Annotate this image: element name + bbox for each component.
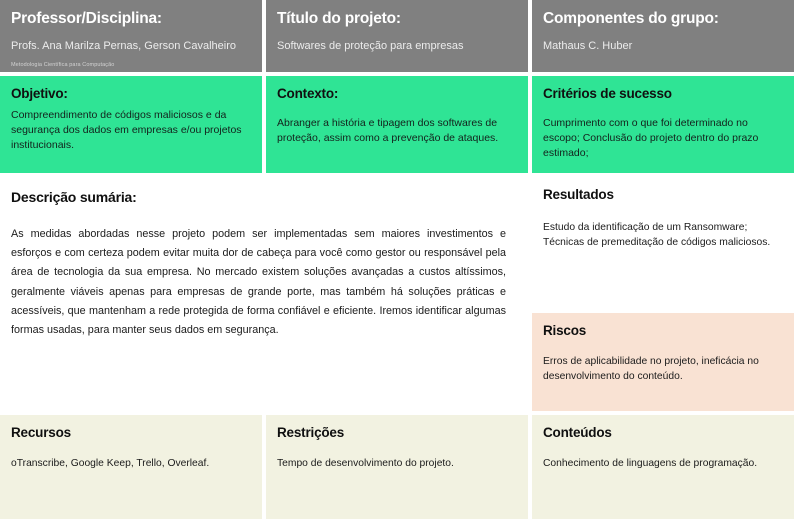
descricao-sumaria-value: As medidas abordadas nesse projeto podem…	[11, 228, 506, 337]
conteudos-title: Conteúdos	[543, 425, 612, 440]
conteudos-value: Conhecimento de linguagens de programaçã…	[543, 458, 758, 469]
criterios-sucesso-value: Cumprimento com o que foi determinado no…	[543, 117, 759, 159]
criterios-sucesso-title: Critérios de sucesso	[543, 86, 672, 101]
titulo-projeto-value: Softwares de proteção para empresas	[277, 40, 464, 52]
componentes-grupo-title: Componentes do grupo:	[543, 10, 719, 27]
cell-componentes-grupo: Componentes do grupo: Mathaus C. Huber	[532, 0, 794, 72]
cell-conteudos: Conteúdos Conhecimento de linguagens de …	[532, 415, 794, 519]
resultados-line-2: Técnicas de premeditação de códigos mali…	[543, 237, 771, 249]
recursos-value: oTranscribe, Google Keep, Trello, Overle…	[11, 458, 210, 469]
resultados-line-1: Estudo da identificação de um Ransomware…	[543, 222, 748, 233]
descricao-sumaria-title: Descrição sumária:	[11, 189, 137, 205]
restricoes-value: Tempo de desenvolvimento do projeto.	[277, 458, 454, 469]
cell-riscos: Riscos Erros de aplicabilidade no projet…	[532, 313, 794, 411]
contexto-value: Abranger a história e tipagem dos softwa…	[277, 117, 499, 144]
riscos-title: Riscos	[543, 323, 587, 338]
resultados-title: Resultados	[543, 187, 614, 202]
cell-titulo-projeto: Título do projeto: Softwares de proteção…	[266, 0, 528, 72]
resultados-value: Estudo da identificação de um Ransomware…	[543, 220, 783, 251]
cell-contexto: Contexto: Abranger a história e tipagem …	[266, 76, 528, 173]
recursos-title: Recursos	[11, 425, 71, 440]
cell-professor-disciplina: Professor/Disciplina: Profs. Ana Marilza…	[0, 0, 262, 72]
cell-criterios-sucesso: Critérios de sucesso Cumprimento com o q…	[532, 76, 794, 173]
cell-resultados: Resultados Estudo da identificação de um…	[532, 177, 794, 309]
professor-names: Profs. Ana Marilza Pernas, Gerson Cavalh…	[11, 40, 236, 52]
professor-disciplina-title: Professor/Disciplina:	[11, 10, 162, 27]
cell-restricoes: Restrições Tempo de desenvolvimento do p…	[266, 415, 528, 519]
titulo-projeto-title: Título do projeto:	[277, 10, 401, 27]
objetivo-value: Compreendimento de códigos maliciosos e …	[11, 109, 242, 151]
restricoes-title: Restrições	[277, 425, 345, 440]
riscos-value: Erros de aplicabilidade no projeto, inef…	[543, 356, 759, 383]
cell-descricao-sumaria: Descrição sumária: As medidas abordadas …	[0, 177, 528, 411]
objetivo-title: Objetivo:	[11, 86, 68, 101]
contexto-title: Contexto:	[277, 86, 339, 101]
discipline-label: Metodologia Científica para Computação	[11, 61, 115, 68]
cell-recursos: Recursos oTranscribe, Google Keep, Trell…	[0, 415, 262, 519]
cell-objetivo: Objetivo: Compreendimento de códigos mal…	[0, 76, 262, 173]
componentes-grupo-value: Mathaus C. Huber	[543, 40, 633, 52]
